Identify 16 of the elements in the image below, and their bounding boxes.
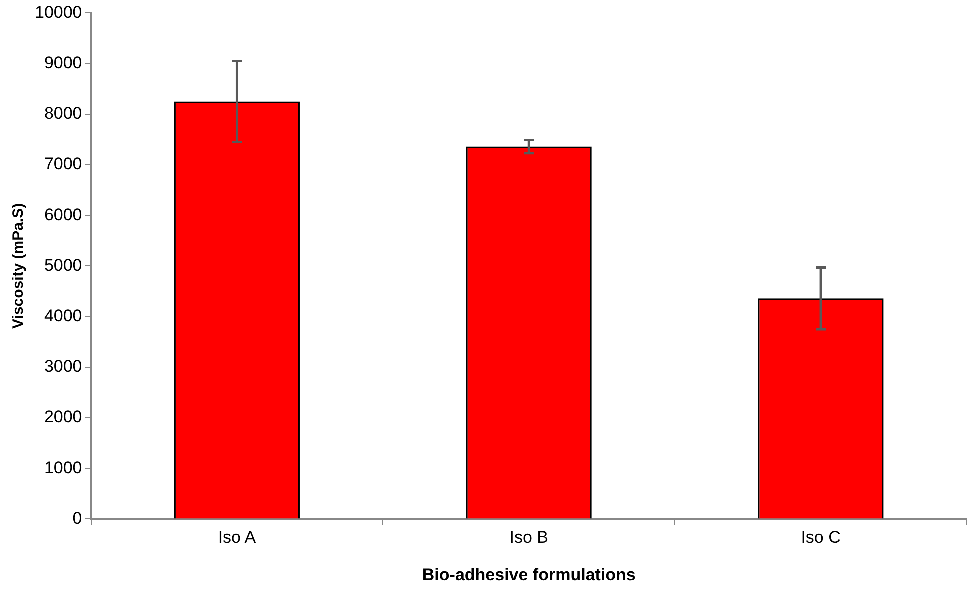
y-tick-label: 10000 [34, 2, 82, 22]
y-tick-label: 9000 [44, 53, 82, 72]
x-tick-label: Iso C [801, 528, 841, 548]
y-tick-label: 3000 [44, 357, 82, 376]
y-tick-label: 2000 [44, 408, 82, 427]
x-axis-title: Bio-adhesive formulations [422, 565, 636, 584]
y-tick-label: 7000 [44, 154, 82, 174]
y-tick-label: 6000 [44, 205, 82, 224]
x-tick-label: Iso B [510, 528, 549, 548]
x-tick-label: Iso A [218, 528, 257, 548]
y-tick-label: 1000 [44, 458, 82, 478]
y-tick-label: 0 [72, 508, 82, 528]
y-axis-title: Viscosity (mPa.S) [10, 203, 28, 330]
y-tick-label: 8000 [44, 104, 82, 124]
y-tick-label: 5000 [44, 256, 82, 275]
y-tick-label: 4000 [44, 306, 82, 326]
